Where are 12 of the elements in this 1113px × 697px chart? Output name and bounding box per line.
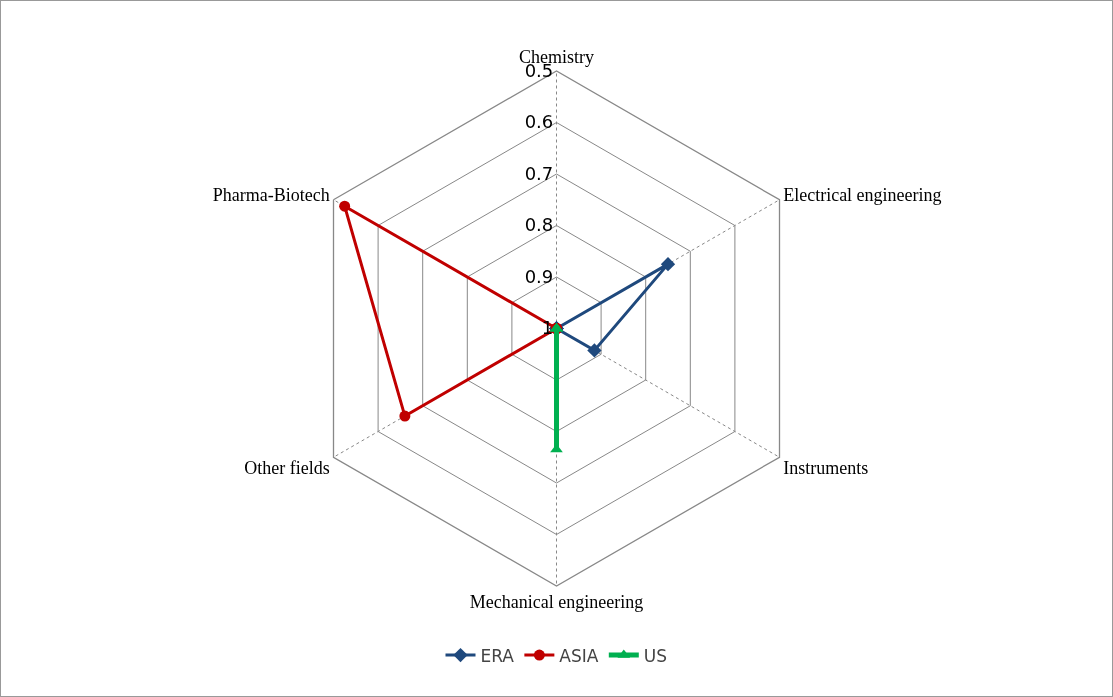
legend-label: ASIA: [559, 645, 599, 666]
spoke-label: Mechanical engineering: [469, 592, 644, 613]
y-tick-label: 0.7: [524, 162, 554, 184]
spoke-label: Instruments: [783, 457, 869, 478]
y-tick-label: 0.6: [524, 111, 554, 133]
legend-label: ERA: [480, 645, 515, 666]
spoke-label: Other fields: [244, 457, 330, 478]
y-tick-label: 0.9: [524, 265, 554, 287]
spoke-label: Pharma-Biotech: [212, 185, 330, 206]
spoke-label: Electrical engineering: [783, 185, 942, 206]
y-tick-label: 0.8: [524, 214, 554, 236]
legend-label: US: [643, 645, 668, 666]
